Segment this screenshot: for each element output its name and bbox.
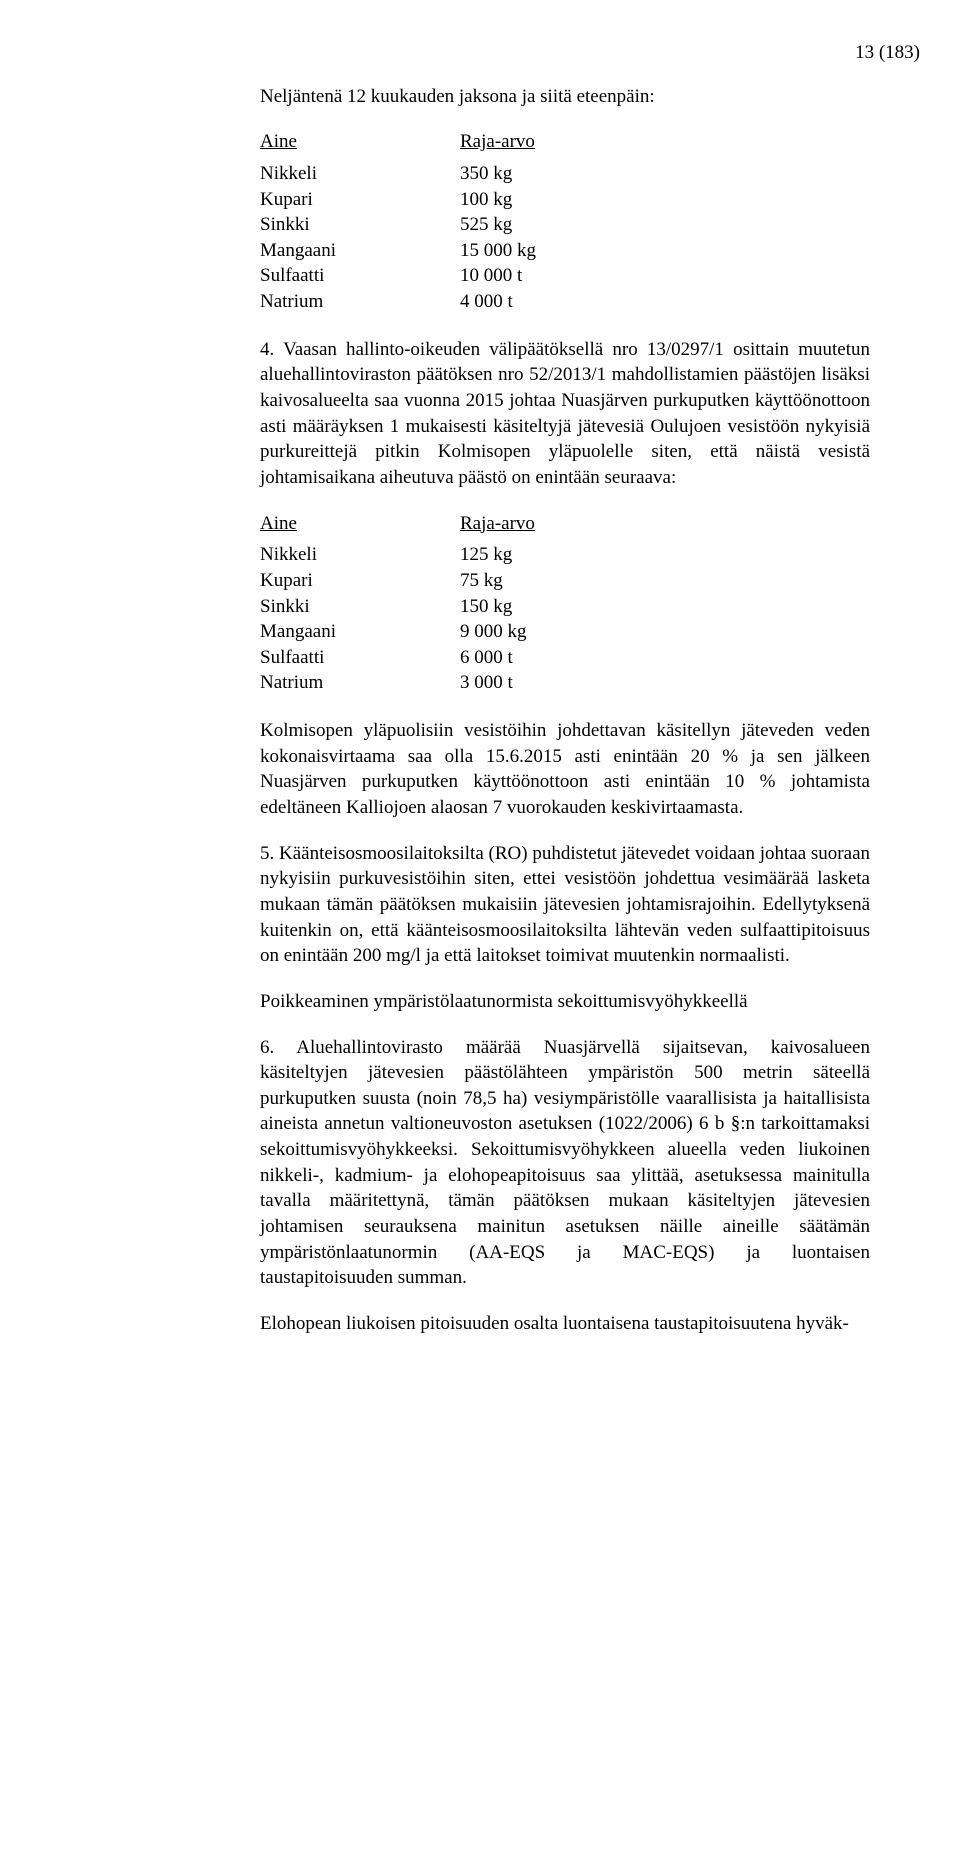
heading-poikkeaminen: Poikkeaminen ympäristölaatunormista seko… (260, 989, 870, 1015)
table-row: Sulfaatti 6 000 t (260, 645, 870, 671)
table-row: Sinkki 525 kg (260, 212, 870, 238)
cell-value: 10 000 t (460, 263, 870, 289)
cell-aine: Mangaani (260, 619, 460, 645)
document-page: 13 (183) Neljäntenä 12 kuukauden jaksona… (0, 0, 960, 1377)
cell-value: 525 kg (460, 212, 870, 238)
cell-value: 15 000 kg (460, 238, 870, 264)
limits-table-1: Aine Raja-arvo Nikkeli 350 kg Kupari 100… (260, 129, 870, 314)
table-row: Natrium 4 000 t (260, 289, 870, 315)
cell-aine: Sulfaatti (260, 263, 460, 289)
table-row: Nikkeli 350 kg (260, 161, 870, 187)
table-header-aine: Aine (260, 129, 460, 155)
cell-value: 350 kg (460, 161, 870, 187)
table-row: Kupari 100 kg (260, 187, 870, 213)
table-row: Mangaani 15 000 kg (260, 238, 870, 264)
limits-table-2: Aine Raja-arvo Nikkeli 125 kg Kupari 75 … (260, 511, 870, 696)
cell-value: 150 kg (460, 594, 870, 620)
cell-aine: Kupari (260, 187, 460, 213)
table-row: Nikkeli 125 kg (260, 542, 870, 568)
cell-aine: Nikkeli (260, 161, 460, 187)
table-row: Mangaani 9 000 kg (260, 619, 870, 645)
cell-value: 75 kg (460, 568, 870, 594)
cell-value: 125 kg (460, 542, 870, 568)
table-header-raja: Raja-arvo (460, 511, 870, 537)
cell-aine: Nikkeli (260, 542, 460, 568)
paragraph-6: 6. Aluehallintovirasto määrää Nuasjärvel… (260, 1035, 870, 1291)
cell-value: 6 000 t (460, 645, 870, 671)
cell-aine: Sulfaatti (260, 645, 460, 671)
table-header-aine: Aine (260, 511, 460, 537)
intro-line: Neljäntenä 12 kuukauden jaksona ja siitä… (260, 84, 870, 110)
paragraph-kolmisopen: Kolmisopen yläpuolisiin vesistöihin johd… (260, 718, 870, 821)
cell-value: 9 000 kg (460, 619, 870, 645)
cell-aine: Sinkki (260, 212, 460, 238)
cell-value: 4 000 t (460, 289, 870, 315)
paragraph-4: 4. Vaasan hallinto-oikeuden välipäätökse… (260, 337, 870, 491)
table-row: Natrium 3 000 t (260, 670, 870, 696)
cell-value: 100 kg (460, 187, 870, 213)
paragraph-5: 5. Käänteisosmoosilaitoksilta (RO) puhdi… (260, 841, 870, 969)
table-row: Sinkki 150 kg (260, 594, 870, 620)
cell-value: 3 000 t (460, 670, 870, 696)
table-row: Sulfaatti 10 000 t (260, 263, 870, 289)
cell-aine: Kupari (260, 568, 460, 594)
table-header-raja: Raja-arvo (460, 129, 870, 155)
cell-aine: Natrium (260, 289, 460, 315)
page-number: 13 (183) (260, 40, 920, 66)
cell-aine: Sinkki (260, 594, 460, 620)
cell-aine: Natrium (260, 670, 460, 696)
table-row: Kupari 75 kg (260, 568, 870, 594)
cell-aine: Mangaani (260, 238, 460, 264)
paragraph-elohopea: Elohopean liukoisen pitoisuuden osalta l… (260, 1311, 870, 1337)
